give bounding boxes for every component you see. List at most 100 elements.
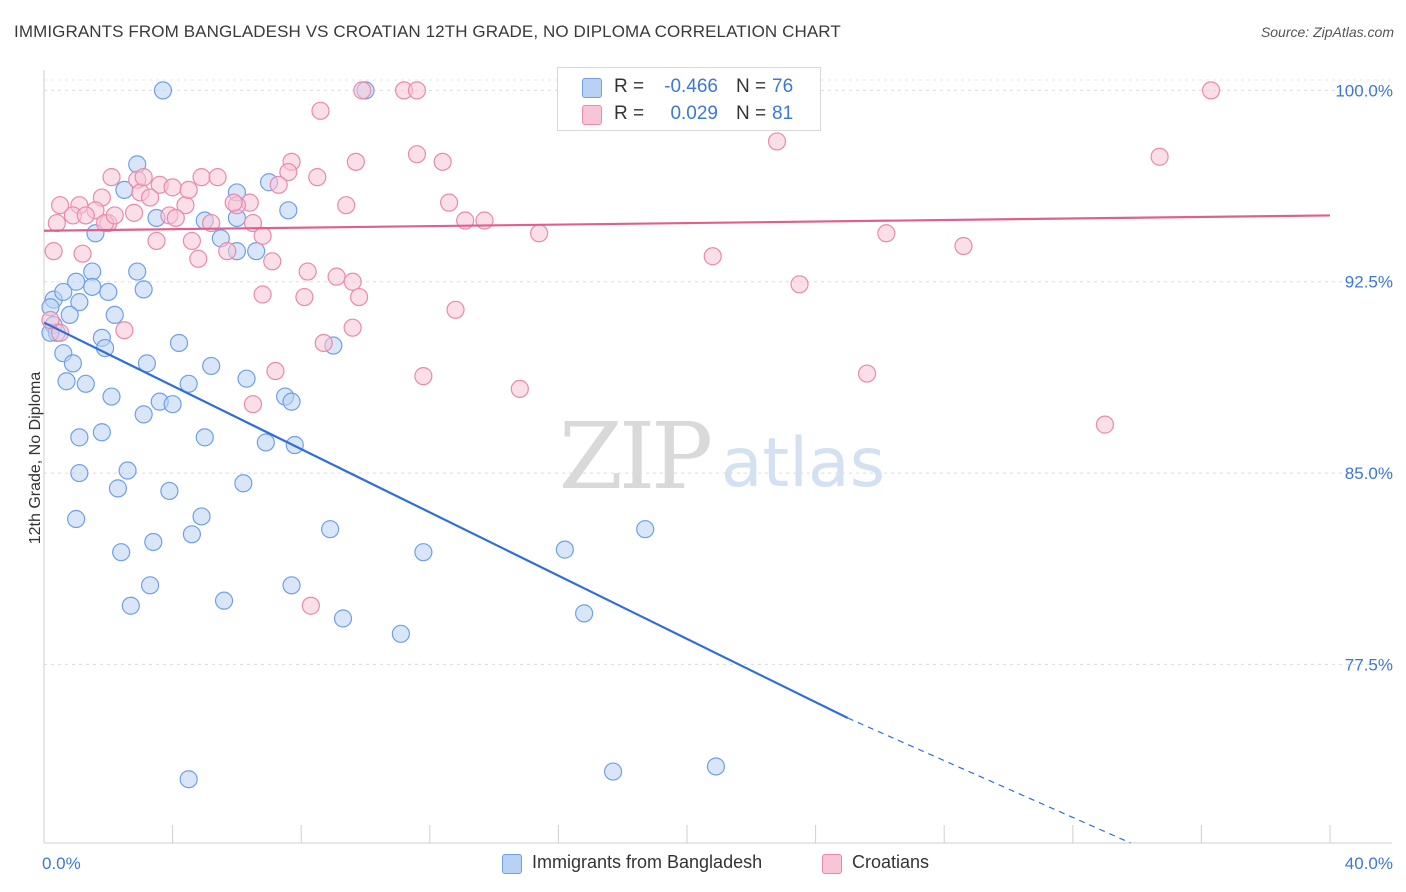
point-croatians	[327, 267, 346, 286]
n-value: 76	[772, 76, 794, 97]
point-bangladesh	[321, 520, 340, 539]
point-croatians	[147, 231, 166, 251]
n-label: N =	[736, 103, 767, 124]
point-croatians	[189, 249, 208, 268]
point-croatians	[76, 206, 95, 225]
trend-line-bangladesh-extension	[847, 717, 1131, 844]
point-bangladesh	[706, 757, 726, 776]
point-croatians	[182, 231, 201, 251]
point-bangladesh	[153, 81, 173, 100]
point-bangladesh	[282, 576, 301, 595]
point-croatians	[202, 213, 221, 233]
legend-label-bangladesh: Immigrants from Bangladesh	[532, 852, 763, 872]
r-label: R =	[614, 103, 645, 124]
point-croatians	[140, 188, 160, 207]
point-croatians	[510, 379, 529, 398]
point-croatians	[47, 213, 66, 233]
point-bangladesh	[555, 540, 574, 559]
chart-title: IMMIGRANTS FROM BANGLADESH VS CROATIAN 1…	[14, 22, 841, 41]
point-bangladesh	[234, 474, 253, 493]
point-bangladesh	[112, 543, 131, 562]
point-bangladesh	[70, 463, 89, 483]
point-bangladesh	[160, 481, 179, 501]
point-bangladesh	[182, 525, 201, 544]
data-points	[41, 81, 1221, 789]
point-bangladesh	[92, 423, 111, 442]
point-croatians	[266, 361, 285, 381]
point-croatians	[166, 208, 185, 228]
point-croatians	[343, 318, 362, 337]
point-croatians	[1095, 415, 1115, 434]
point-bangladesh	[121, 596, 140, 615]
y-tick-label: 85.0%	[1345, 464, 1393, 483]
point-bangladesh	[134, 405, 153, 424]
point-bangladesh	[575, 604, 594, 623]
x-tick-label-start: 0.0%	[42, 854, 81, 873]
point-bangladesh	[70, 293, 89, 312]
point-croatians	[263, 252, 282, 271]
point-bangladesh	[414, 543, 433, 562]
point-croatians	[253, 285, 272, 304]
point-croatians	[124, 203, 144, 222]
trend-lines	[43, 214, 1331, 844]
point-croatians	[115, 321, 134, 340]
point-bangladesh	[256, 433, 275, 452]
point-bangladesh	[134, 280, 153, 299]
point-bangladesh	[54, 282, 73, 302]
point-bangladesh	[83, 262, 102, 281]
point-croatians	[353, 81, 372, 100]
point-croatians	[44, 242, 63, 261]
point-croatians	[224, 193, 243, 212]
y-tick-label: 100.0%	[1335, 81, 1393, 100]
point-bangladesh	[195, 428, 214, 447]
point-bangladesh	[67, 509, 86, 529]
legend-swatch-bangladesh	[502, 854, 522, 874]
point-croatians	[295, 287, 314, 307]
point-bangladesh	[108, 479, 128, 498]
point-bangladesh	[237, 369, 256, 388]
point-croatians	[877, 224, 896, 243]
point-bangladesh	[63, 354, 83, 373]
point-bangladesh	[67, 272, 86, 291]
watermark-atlas: atlas	[721, 424, 885, 503]
point-bangladesh	[70, 428, 89, 447]
point-croatians	[954, 236, 973, 256]
r-value: -0.466	[664, 76, 718, 97]
point-croatians	[530, 224, 549, 243]
point-bangladesh	[179, 770, 198, 789]
x-tick-label-end: 40.0%	[1345, 854, 1393, 873]
point-bangladesh	[247, 242, 266, 261]
point-croatians	[218, 242, 237, 261]
point-bangladesh	[169, 333, 189, 353]
point-bangladesh	[636, 520, 655, 539]
point-bangladesh	[333, 609, 353, 628]
point-croatians	[308, 168, 327, 187]
point-croatians	[703, 247, 722, 266]
point-croatians	[269, 175, 288, 194]
point-croatians	[790, 275, 809, 294]
point-croatians	[163, 178, 182, 197]
point-croatians	[102, 168, 121, 187]
point-croatians	[337, 196, 356, 215]
point-bangladesh	[391, 624, 410, 643]
point-croatians	[179, 180, 198, 200]
point-bangladesh	[192, 507, 211, 526]
watermark-zip: ZIP	[559, 403, 710, 510]
point-croatians	[301, 596, 320, 615]
legend-swatch-bangladesh	[582, 78, 602, 98]
point-croatians	[767, 132, 787, 151]
point-croatians	[314, 333, 333, 353]
point-bangladesh	[214, 591, 234, 610]
point-croatians	[857, 364, 877, 383]
trend-line-croatians	[43, 214, 1331, 232]
point-croatians	[446, 300, 465, 319]
point-croatians	[192, 168, 211, 187]
point-bangladesh	[57, 372, 76, 391]
point-bangladesh	[137, 354, 156, 373]
legend-swatch-croatians	[582, 105, 602, 125]
point-croatians	[50, 196, 70, 215]
point-bangladesh	[99, 282, 118, 302]
point-croatians	[1150, 147, 1169, 166]
point-croatians	[105, 206, 124, 225]
stats-legend-row-bangladesh: R = -0.466 N = 76	[558, 73, 820, 101]
